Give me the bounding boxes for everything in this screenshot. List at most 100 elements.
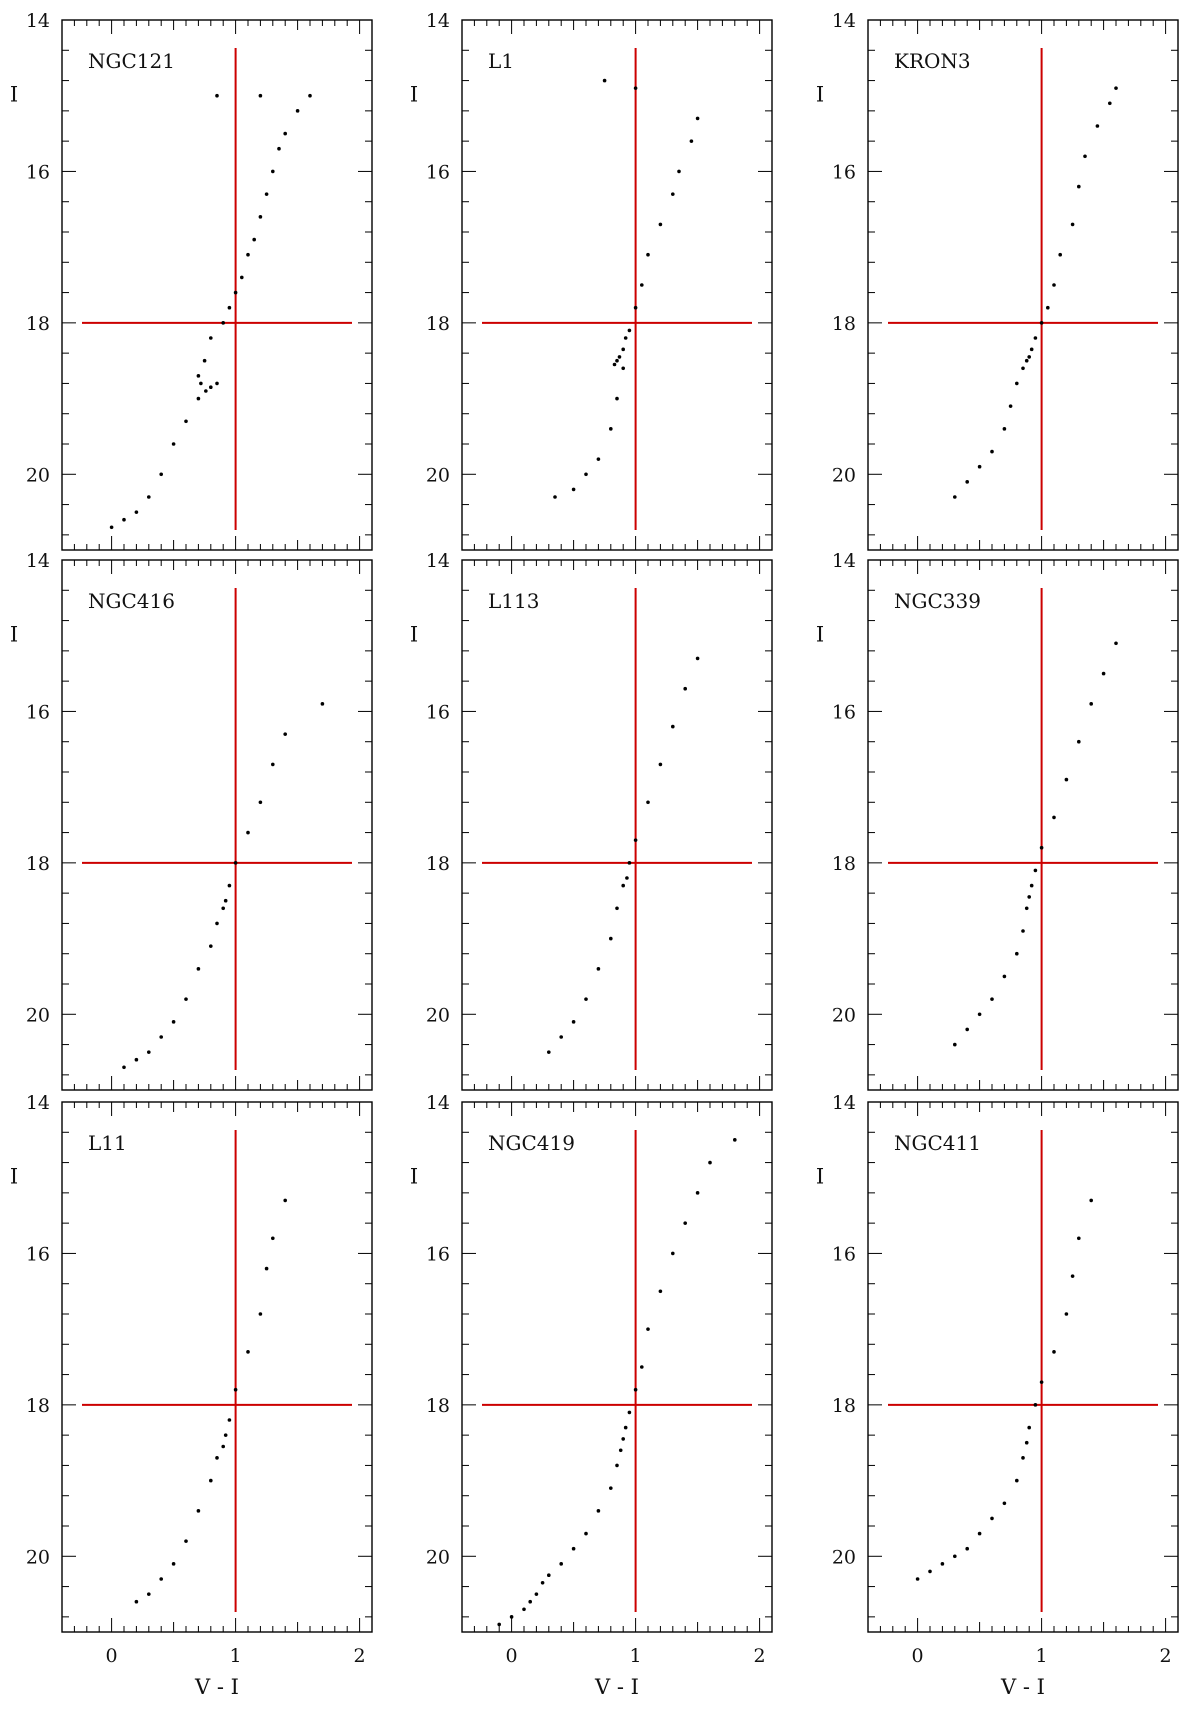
y-axis-title: I xyxy=(816,1165,824,1189)
panel-frame xyxy=(867,559,1179,1091)
y-tick-label: 18 xyxy=(832,313,856,335)
y-tick-label: 14 xyxy=(26,1092,50,1114)
data-point xyxy=(625,876,629,880)
x-tick-label: 0 xyxy=(506,1645,518,1667)
data-points xyxy=(122,702,325,1070)
data-point xyxy=(283,732,288,736)
data-point xyxy=(283,131,288,136)
data-point xyxy=(1002,1501,1007,1506)
data-point xyxy=(953,1042,957,1047)
panel-title: NGC339 xyxy=(894,589,981,613)
data-point xyxy=(671,724,675,729)
data-point xyxy=(1089,702,1093,706)
data-point xyxy=(618,1448,623,1453)
y-tick-label: 14 xyxy=(426,10,450,32)
data-point xyxy=(584,997,588,1001)
y-axis-title: I xyxy=(10,1165,18,1189)
y-tick-label: 20 xyxy=(426,1004,450,1026)
data-point xyxy=(977,1012,982,1017)
data-point xyxy=(646,800,650,805)
data-point xyxy=(683,686,687,691)
x-tick-label: 2 xyxy=(1160,1645,1172,1667)
data-point xyxy=(184,419,188,424)
y-tick-label: 18 xyxy=(426,1395,450,1417)
panel-ngc411: 14 16 18 20 0 1 2 V - I I NGC411 xyxy=(816,1092,1179,1699)
data-point xyxy=(1015,951,1019,956)
data-point xyxy=(233,861,238,865)
data-point xyxy=(223,898,228,903)
data-point xyxy=(209,336,213,340)
data-point xyxy=(320,702,325,706)
data-point xyxy=(134,510,139,514)
y-axis-title: I xyxy=(10,83,18,107)
data-point xyxy=(1064,1312,1069,1316)
y-tick-label: 16 xyxy=(26,161,50,183)
data-point xyxy=(633,86,638,90)
data-point xyxy=(953,1554,957,1559)
y-tick-label: 18 xyxy=(26,313,50,335)
data-point xyxy=(609,936,613,941)
data-point xyxy=(609,427,613,431)
data-point xyxy=(1021,1456,1025,1460)
data-point xyxy=(627,861,632,865)
data-points xyxy=(915,1198,1093,1581)
data-point xyxy=(1027,1425,1031,1430)
data-point xyxy=(277,146,281,151)
y-tick-label: 20 xyxy=(26,1004,50,1026)
data-point xyxy=(633,1387,638,1392)
data-point xyxy=(1039,321,1044,325)
data-point xyxy=(633,305,638,310)
data-point xyxy=(204,389,208,393)
data-point xyxy=(977,464,982,469)
data-point xyxy=(1024,1440,1029,1445)
data-point xyxy=(658,1289,663,1294)
data-point xyxy=(184,1539,188,1543)
data-point xyxy=(623,336,628,340)
data-point xyxy=(615,396,619,401)
data-point xyxy=(571,487,576,492)
data-point xyxy=(221,1444,225,1449)
data-point xyxy=(990,449,994,454)
data-point xyxy=(196,396,201,401)
y-tick-label: 14 xyxy=(26,550,50,572)
data-point xyxy=(646,1327,650,1331)
data-point xyxy=(1033,868,1038,873)
data-point xyxy=(528,1599,532,1604)
data-point xyxy=(171,1020,176,1024)
data-point xyxy=(240,275,244,280)
y-tick-label: 20 xyxy=(832,464,856,486)
data-point xyxy=(1029,883,1034,888)
panel-title: L113 xyxy=(488,589,539,613)
data-point xyxy=(1108,101,1112,106)
panel-l113: 14 16 18 20 I L113 xyxy=(410,550,773,1091)
data-point xyxy=(540,1580,545,1585)
data-point xyxy=(640,1365,644,1369)
data-point xyxy=(559,1035,563,1039)
data-point xyxy=(646,252,650,257)
data-point xyxy=(199,381,203,386)
data-point xyxy=(264,192,269,196)
data-point xyxy=(1033,1403,1038,1407)
data-point xyxy=(196,1509,201,1513)
data-point xyxy=(596,457,601,461)
panel-l1: 14 16 18 20 I L1 xyxy=(410,10,773,551)
y-tick-label: 18 xyxy=(426,313,450,335)
data-point xyxy=(1052,283,1056,287)
data-point xyxy=(258,215,263,219)
data-point xyxy=(621,366,625,371)
data-point xyxy=(196,967,201,971)
data-point xyxy=(1002,974,1007,979)
data-point xyxy=(227,305,232,310)
data-point xyxy=(497,1622,502,1627)
y-tick-label: 16 xyxy=(26,1243,50,1265)
y-tick-label: 14 xyxy=(26,10,50,32)
data-point xyxy=(159,472,163,477)
data-points xyxy=(109,93,312,530)
panel-title: L11 xyxy=(88,1131,127,1155)
data-point xyxy=(271,1236,275,1241)
data-point xyxy=(584,472,588,477)
data-point xyxy=(221,906,225,911)
data-point xyxy=(1101,671,1106,676)
data-points xyxy=(553,78,700,499)
data-point xyxy=(658,222,663,227)
